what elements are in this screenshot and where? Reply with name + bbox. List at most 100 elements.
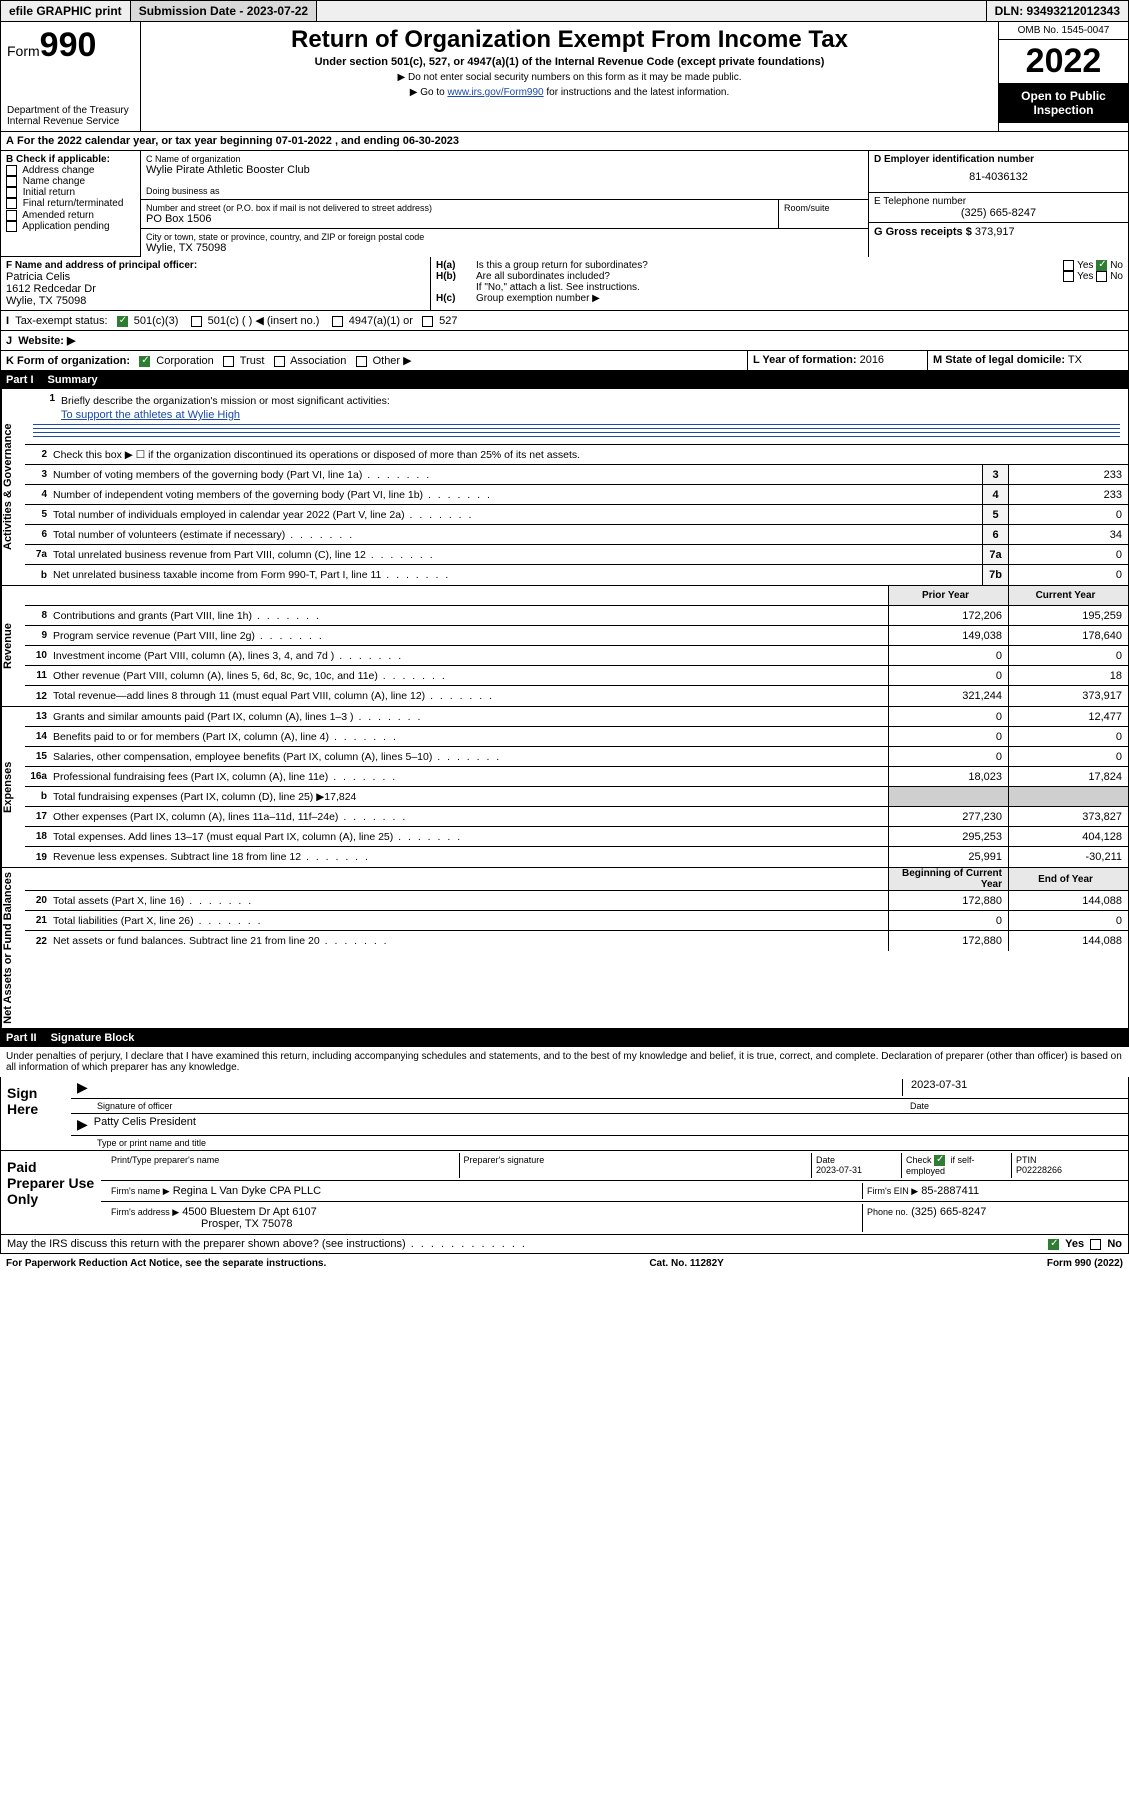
k-other-checkbox[interactable] [356,356,367,367]
dept-label: Department of the Treasury [7,105,134,116]
b-checkbox[interactable] [6,198,17,209]
current-year-value: 144,088 [1008,891,1128,910]
b-checkbox[interactable] [6,210,17,221]
line-a: A For the 2022 calendar year, or tax yea… [1,132,1128,151]
footer-right: Form 990 (2022) [1047,1258,1123,1269]
b-checkbox[interactable] [6,176,17,187]
f-label: F Name and address of principal officer: [6,260,425,271]
part2-label: Part II [6,1032,45,1044]
section-j: J Website: ▶ [1,331,1128,351]
l-value: 2016 [860,354,884,366]
hb-yes-checkbox[interactable] [1063,271,1074,282]
form-id-block: Form990 Department of the Treasury Inter… [1,22,141,131]
submission-date: Submission Date - 2023-07-22 [131,1,317,21]
part1-line: 3Number of voting members of the governi… [25,465,1128,485]
i-527-checkbox[interactable] [422,316,433,327]
d-label: D Employer identification number [874,154,1123,165]
part1-line: 4Number of independent voting members of… [25,485,1128,505]
current-year-value: 0 [1008,747,1128,766]
current-year-value: 144,088 [1008,931,1128,951]
part1-line: 6Total number of volunteers (estimate if… [25,525,1128,545]
k-corp-checkbox[interactable] [139,356,150,367]
officer-name: Patricia Celis [6,271,425,283]
mission-link[interactable]: To support the athletes at Wylie High [61,409,240,421]
prior-year-value: 0 [888,727,1008,746]
discuss-no-checkbox[interactable] [1090,1239,1101,1250]
ha-no-checkbox[interactable] [1096,260,1107,271]
line-value: 0 [1008,545,1128,564]
prior-year-value: 321,244 [888,686,1008,706]
preparer-label: Paid Preparer Use Only [1,1151,101,1234]
b-checkbox[interactable] [6,221,17,232]
city-value: Wylie, TX 75098 [146,242,863,254]
section-h: H(a) Is this a group return for subordin… [431,257,1128,311]
firm-name-l: Firm's name ▶ [111,1186,170,1196]
form-header: Form990 Department of the Treasury Inter… [0,22,1129,132]
irs-link[interactable]: www.irs.gov/Form990 [447,87,543,98]
discuss-yes-checkbox[interactable] [1048,1239,1059,1250]
part1-line: 18Total expenses. Add lines 13–17 (must … [25,827,1128,847]
i-501c-checkbox[interactable] [191,316,202,327]
part1-section: Expenses13Grants and similar amounts pai… [0,707,1129,868]
firm-name: Regina L Van Dyke CPA PLLC [173,1185,321,1197]
k-assoc-checkbox[interactable] [274,356,285,367]
hb-text: Are all subordinates included? [476,271,1063,282]
hb-no-checkbox[interactable] [1096,271,1107,282]
section-f: F Name and address of principal officer:… [1,257,431,311]
section-vlabel: Expenses [1,707,25,867]
no-label: No [1110,260,1123,271]
i-501c3-checkbox[interactable] [117,316,128,327]
current-year-value: 0 [1008,727,1128,746]
part1-line: 1Briefly describe the organization's mis… [25,389,1128,445]
section-body: 13Grants and similar amounts paid (Part … [25,707,1128,867]
part2-title: Signature Block [51,1032,135,1044]
b-checkbox[interactable] [6,187,17,198]
part1-title: Summary [48,374,98,386]
part1-line: 9Program service revenue (Part VIII, lin… [25,626,1128,646]
section-b: B Check if applicable: Address change Na… [1,151,141,257]
part1-line: bTotal fundraising expenses (Part IX, co… [25,787,1128,807]
i-opt-501c: 501(c) ( ) ◀ (insert no.) [208,315,320,327]
room-label: Room/suite [784,203,863,213]
i-4947-checkbox[interactable] [332,316,343,327]
officer-addr1: 1612 Redcedar Dr [6,283,425,295]
k-assoc: Association [290,355,346,367]
self-employed-checkbox[interactable] [934,1155,945,1166]
firm-addr-l: Firm's address ▶ [111,1207,179,1217]
line-value: 0 [1008,565,1128,585]
col-current: Current Year [1008,586,1128,605]
topbar: efile GRAPHIC print Submission Date - 20… [0,0,1129,22]
k-trust-checkbox[interactable] [223,356,234,367]
part1-line: 19Revenue less expenses. Subtract line 1… [25,847,1128,867]
note2-post: for instructions and the latest informat… [544,87,730,98]
ha-yes-checkbox[interactable] [1063,260,1074,271]
l-label: L Year of formation: [753,354,857,366]
prep-h5: PTIN [1016,1155,1037,1165]
firm-ein: 85-2887411 [921,1185,979,1197]
col-current: End of Year [1008,868,1128,890]
org-name: Wylie Pirate Athletic Booster Club [146,164,863,176]
c-name-label: C Name of organization [146,154,863,164]
sign-here-label: Sign Here [1,1077,71,1150]
sig-officer-label: Signature of officer [77,1101,902,1111]
dln: DLN: 93493212012343 [986,1,1128,21]
prep-h2: Preparer's signature [460,1153,813,1178]
prep-h4pre: Check [906,1155,932,1165]
part1-line: bNet unrelated business taxable income f… [25,565,1128,585]
current-year-value: 0 [1008,646,1128,665]
section-header-row: Prior YearCurrent Year [25,586,1128,606]
b-check-item: Final return/terminated [6,198,135,209]
prior-year-value: 0 [888,646,1008,665]
current-year-value: 18 [1008,666,1128,685]
m-label: M State of legal domicile: [933,354,1065,366]
firm-addr1: 4500 Bluestem Dr Apt 6107 [182,1206,317,1218]
part1-line: 12Total revenue—add lines 8 through 11 (… [25,686,1128,706]
b-checkbox[interactable] [6,165,17,176]
omb-number: OMB No. 1545-0047 [999,22,1128,40]
form-subtitle: Under section 501(c), 527, or 4947(a)(1)… [147,56,992,68]
prep-phone-l: Phone no. [867,1207,908,1217]
firm-addr2: Prosper, TX 75078 [111,1218,293,1230]
sig-date-label: Date [902,1101,1122,1111]
col-prior: Prior Year [888,586,1008,605]
part1-line: 16aProfessional fundraising fees (Part I… [25,767,1128,787]
